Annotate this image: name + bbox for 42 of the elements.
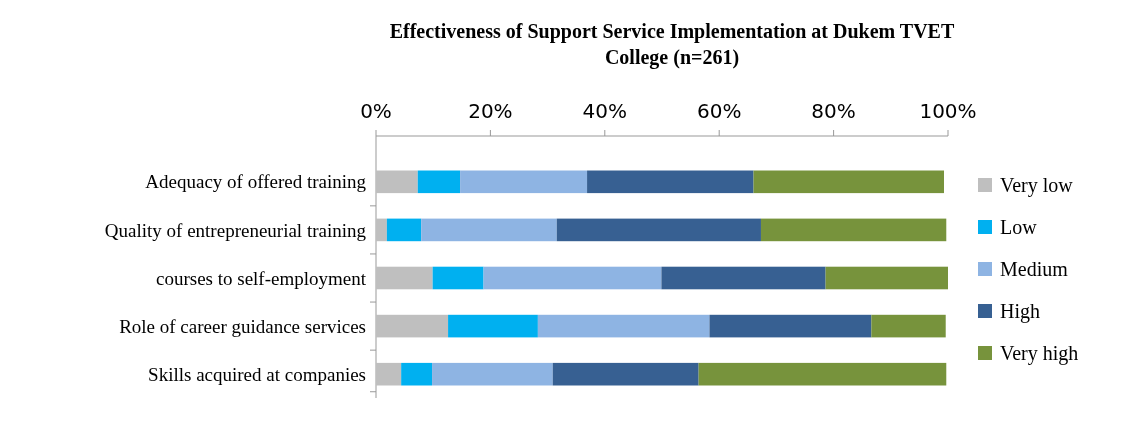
x-tick-label: 20%: [468, 99, 513, 123]
bar: [460, 170, 588, 194]
bar: [376, 266, 433, 290]
bar: [386, 218, 422, 242]
y-tick-label: courses to self-employment: [155, 267, 367, 289]
bar: [376, 362, 402, 386]
bar: [432, 362, 553, 386]
bar: [432, 266, 484, 290]
bar: [698, 362, 947, 386]
bar: [483, 266, 662, 290]
legend-label: Very low: [1000, 174, 1074, 197]
legend-label: High: [1000, 300, 1040, 323]
x-tick-label: 40%: [582, 99, 628, 123]
y-tick-label: Adequacy of offered training: [145, 171, 367, 193]
bar: [556, 218, 761, 242]
y-tick-label: Skills acquired at companies: [148, 363, 366, 385]
bar: [448, 314, 538, 338]
bar: [552, 362, 699, 386]
bar: [376, 170, 418, 194]
x-tick-label: 100%: [919, 99, 977, 123]
chart-title: Effectiveness of Support Service Implementation at Dukem TVET College (n=261): [389, 20, 955, 69]
x-tick-label: 80%: [811, 99, 856, 123]
bar: [825, 266, 948, 290]
bar: [417, 170, 461, 194]
bar: [871, 314, 946, 338]
bar: [537, 314, 710, 338]
bar: [376, 218, 387, 242]
bar: [376, 314, 449, 338]
legend-label: Medium: [1000, 258, 1069, 280]
y-tick-label: Quality of entrepreneurial training: [104, 219, 367, 241]
y-tick-label: Role of career guidance services: [119, 315, 366, 337]
bar: [661, 266, 826, 290]
x-tick-label: 60%: [696, 99, 742, 123]
legend-label: Very high: [1000, 342, 1079, 365]
bar: [421, 218, 557, 242]
bar: [760, 218, 947, 242]
bar: [401, 362, 433, 386]
bar: [709, 314, 872, 338]
x-tick-label: 0%: [360, 99, 392, 123]
bar: [587, 170, 754, 194]
legend-label: Low: [1000, 216, 1038, 238]
bar: [753, 170, 944, 194]
